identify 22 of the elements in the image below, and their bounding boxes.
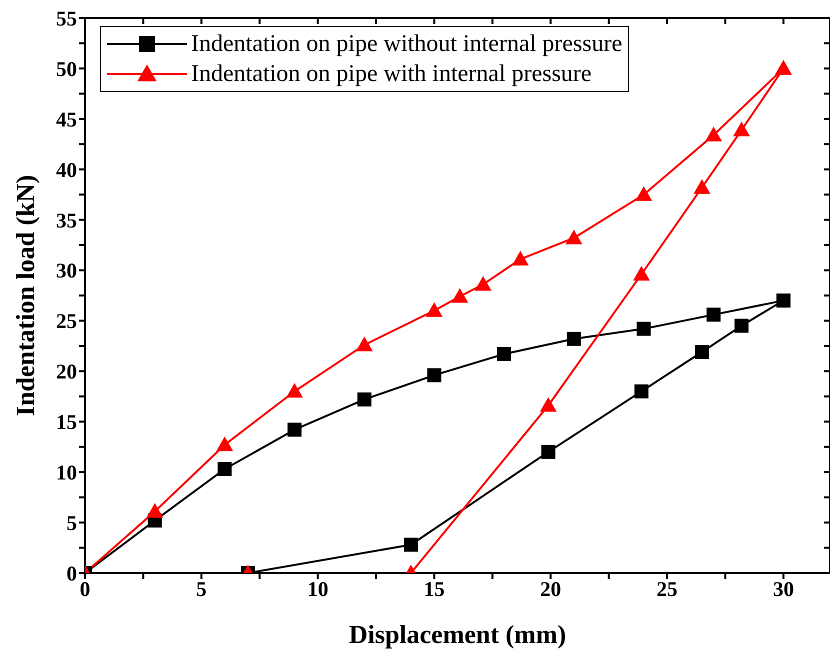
y-tick-label: 10 [56,460,77,485]
x-axis-title: Displacement (mm) [348,620,566,649]
y-tick-label: 25 [56,309,77,334]
y-tick-label: 40 [56,158,77,182]
x-tick-label: 20 [540,576,562,601]
y-tick-label: 20 [56,360,77,384]
y-tick-label: 0 [66,561,77,586]
y-tick-label: 30 [56,258,77,283]
legend-label: Indentation on pipe with internal pressure [191,60,592,89]
y-tick-label: 15 [56,410,77,434]
legend-label: Indentation on pipe without internal pressure [191,30,622,59]
y-tick-label: 45 [56,107,77,132]
x-tick-label: 5 [196,576,207,601]
y-tick-label: 55 [56,6,77,30]
y-tick-label: 35 [56,208,77,232]
x-tick-label: 25 [656,576,678,601]
y-tick-label: 50 [56,56,77,81]
x-tick-label: 30 [772,576,794,601]
y-axis-title: Indentation load (kN) [11,174,40,416]
y-tick-label: 5 [66,511,77,535]
x-tick-label: 10 [307,576,328,601]
x-tick-label: 15 [424,576,445,601]
